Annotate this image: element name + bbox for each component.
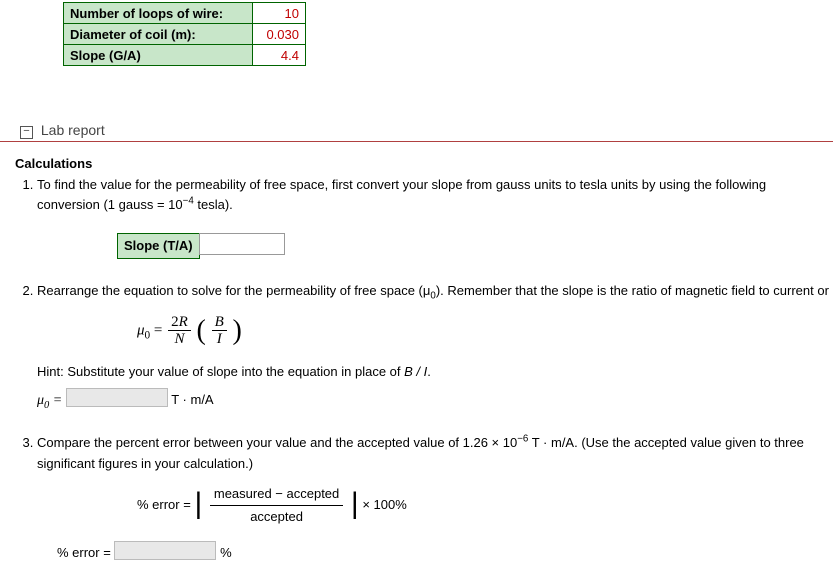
section-title: Lab report (41, 122, 105, 138)
q2-text-a: Rearrange the equation to solve for the … (37, 283, 430, 298)
q1-text-a: To find the value for the permeability o… (37, 177, 766, 212)
q3-equation: % error = | measured − accepted accepted… (137, 484, 829, 527)
q2-hint: Hint: Substitute your value of slope int… (37, 364, 404, 379)
q3-unit: % (220, 545, 232, 560)
parameters-table: Number of loops of wire: 10 Diameter of … (63, 2, 306, 66)
question-3: Compare the percent error between your v… (37, 433, 833, 563)
percent-error-input[interactable] (114, 541, 216, 560)
q3-eq-lhs: % error = (137, 497, 191, 512)
calculations-heading: Calculations (15, 156, 833, 171)
param-value: 0.030 (253, 24, 306, 45)
slope-ta-input[interactable] (199, 233, 285, 255)
q2-ans-sub: 0 (44, 400, 49, 411)
q3-eq-num: measured − accepted (210, 484, 343, 506)
q3-eq-tail: × 100% (362, 497, 406, 512)
q3-ans-lhs: % error = (57, 545, 111, 560)
section-header: − Lab report (0, 120, 833, 142)
collapse-icon[interactable]: − (20, 126, 33, 139)
question-2: Rearrange the equation to solve for the … (37, 281, 833, 411)
q2-hint-end: . (427, 364, 431, 379)
q1-exponent: −4 (183, 196, 194, 207)
q1-text-b: tesla). (194, 197, 233, 212)
q2-ans-mu: μ (37, 393, 44, 408)
slope-ta-label: Slope (T/A) (117, 233, 200, 259)
q3-exponent: −6 (517, 434, 528, 445)
param-label: Diameter of coil (m): (64, 24, 253, 45)
param-value: 4.4 (253, 45, 306, 66)
q3-text-a: Compare the percent error between your v… (37, 435, 517, 450)
q2-hint-var: B / I (404, 364, 427, 379)
q2-text-b: ). Remember that the slope is the ratio … (436, 283, 829, 298)
param-label: Slope (G/A) (64, 45, 253, 66)
param-label: Number of loops of wire: (64, 3, 253, 24)
question-1: To find the value for the permeability o… (37, 175, 833, 259)
param-value: 10 (253, 3, 306, 24)
mu0-input[interactable] (66, 388, 168, 407)
eq-mu-sub: 0 (145, 329, 151, 341)
q3-eq-den: accepted (210, 506, 343, 527)
eq-mu: μ (137, 322, 145, 338)
q2-unit: T · m/A (171, 392, 213, 407)
q2-equation: μ0 = 2R N ( B I ) (137, 314, 829, 348)
